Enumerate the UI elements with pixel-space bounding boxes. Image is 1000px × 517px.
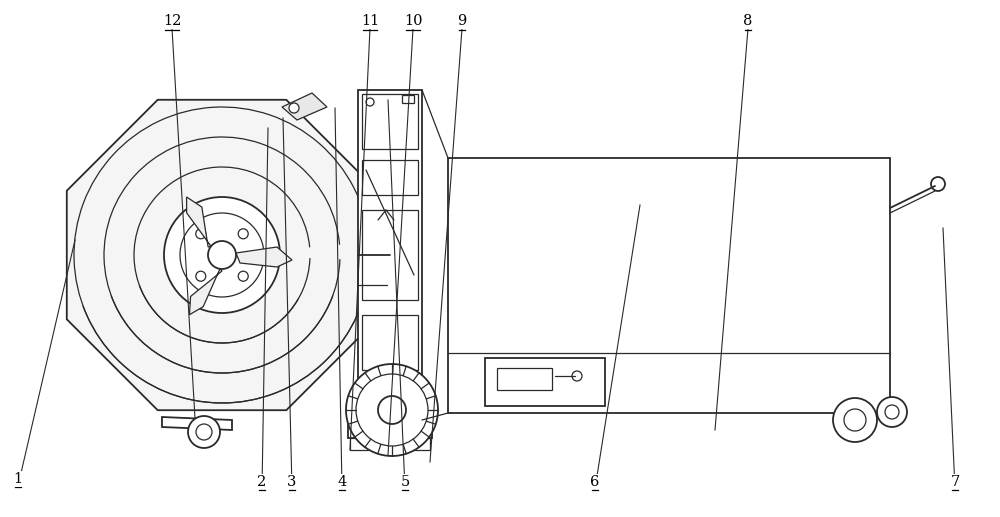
- Circle shape: [196, 271, 206, 281]
- Circle shape: [885, 405, 899, 419]
- Circle shape: [931, 177, 945, 191]
- Circle shape: [164, 197, 280, 313]
- Text: 2: 2: [257, 475, 267, 489]
- Circle shape: [356, 374, 428, 446]
- Circle shape: [188, 416, 220, 448]
- Bar: [358, 90, 422, 430]
- Polygon shape: [162, 417, 232, 430]
- Polygon shape: [189, 269, 222, 315]
- Circle shape: [196, 424, 212, 440]
- Circle shape: [238, 271, 248, 281]
- Circle shape: [378, 396, 406, 424]
- Text: 1: 1: [13, 472, 23, 486]
- Text: 12: 12: [163, 14, 181, 28]
- Text: 8: 8: [743, 14, 753, 28]
- Bar: [402, 95, 414, 103]
- Bar: [350, 438, 368, 450]
- Polygon shape: [67, 100, 377, 410]
- Bar: [448, 158, 890, 413]
- Circle shape: [346, 364, 438, 456]
- Circle shape: [572, 371, 582, 381]
- Bar: [348, 420, 432, 438]
- Circle shape: [833, 398, 877, 442]
- Polygon shape: [187, 197, 211, 247]
- Text: 10: 10: [404, 14, 422, 28]
- Circle shape: [877, 397, 907, 427]
- Bar: [497, 368, 552, 390]
- Circle shape: [289, 103, 299, 113]
- Circle shape: [366, 98, 374, 106]
- Circle shape: [180, 213, 264, 297]
- Circle shape: [844, 409, 866, 431]
- Polygon shape: [282, 93, 327, 120]
- Text: 7: 7: [950, 475, 960, 489]
- Text: 11: 11: [361, 14, 379, 28]
- Bar: [362, 210, 418, 300]
- Circle shape: [208, 241, 236, 269]
- Bar: [362, 315, 418, 370]
- Polygon shape: [236, 247, 292, 267]
- Text: 5: 5: [400, 475, 410, 489]
- Bar: [362, 94, 418, 149]
- Circle shape: [196, 229, 206, 239]
- Bar: [485, 358, 605, 406]
- Text: 3: 3: [287, 475, 297, 489]
- Bar: [362, 160, 418, 195]
- Bar: [412, 438, 430, 450]
- Circle shape: [238, 229, 248, 239]
- Text: 6: 6: [590, 475, 600, 489]
- Text: 4: 4: [337, 475, 347, 489]
- Text: 9: 9: [457, 14, 467, 28]
